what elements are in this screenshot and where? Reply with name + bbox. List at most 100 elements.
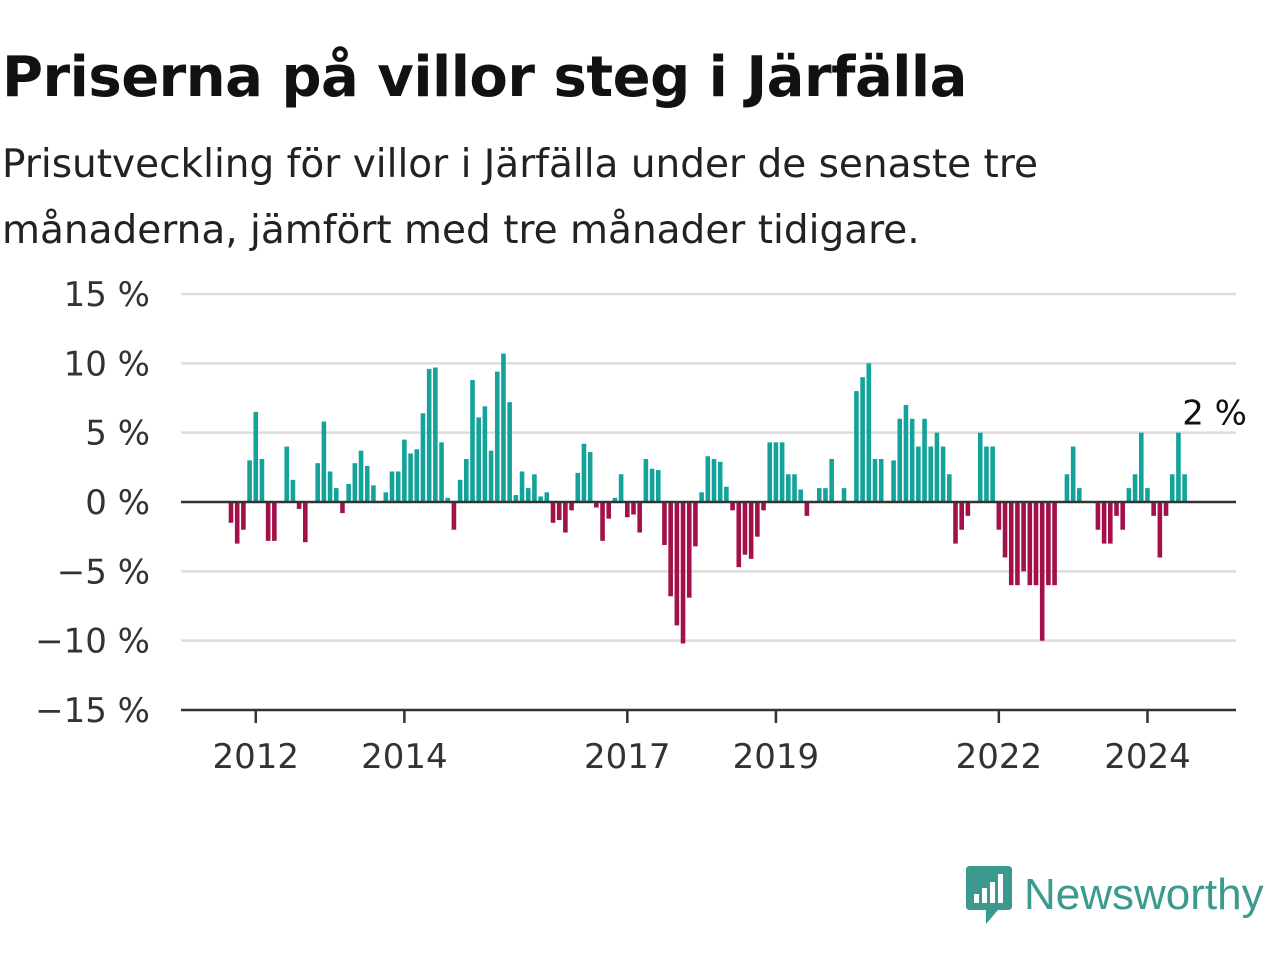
bar bbox=[1108, 502, 1113, 544]
bar bbox=[272, 502, 277, 541]
bar-chart: 15 % 10 % 5 % 0 % −5 % −10 % −15 % 2012 2014 2017… bbox=[35, 275, 1247, 777]
axes bbox=[181, 500, 1236, 723]
bar bbox=[327, 471, 333, 502]
bar bbox=[1039, 502, 1045, 641]
bar bbox=[290, 479, 296, 502]
bar bbox=[786, 474, 791, 502]
bar bbox=[1077, 488, 1082, 502]
bar bbox=[773, 442, 779, 502]
bar bbox=[965, 502, 971, 516]
bar bbox=[1101, 502, 1107, 544]
bar bbox=[1114, 502, 1119, 516]
bar bbox=[457, 479, 463, 502]
bar bbox=[909, 418, 915, 502]
bar bbox=[798, 489, 803, 502]
chart-title: Priserna på villor steg i Järfälla bbox=[2, 45, 967, 110]
bar bbox=[631, 502, 636, 515]
bar bbox=[315, 463, 320, 502]
bar bbox=[525, 488, 531, 502]
bar bbox=[346, 483, 351, 502]
bars bbox=[228, 353, 1187, 644]
x-tick-label: 2012 bbox=[213, 737, 300, 777]
bar bbox=[674, 502, 680, 626]
bar bbox=[1169, 474, 1175, 502]
y-tick-label: 10 % bbox=[64, 344, 150, 384]
bar bbox=[507, 402, 512, 502]
bar bbox=[1126, 488, 1132, 502]
bar bbox=[730, 502, 735, 511]
bar bbox=[563, 502, 568, 533]
bar bbox=[804, 502, 810, 516]
bar bbox=[717, 461, 723, 502]
bar bbox=[364, 465, 370, 502]
bar bbox=[761, 502, 766, 511]
bar bbox=[823, 488, 828, 502]
x-tick-label: 2017 bbox=[584, 737, 671, 777]
bar bbox=[748, 502, 754, 559]
bar bbox=[854, 391, 859, 502]
bar bbox=[940, 446, 946, 502]
bar bbox=[408, 453, 413, 502]
newsworthy-logo: Newsworthy bbox=[964, 864, 1264, 926]
bar bbox=[395, 471, 401, 502]
bar bbox=[618, 474, 624, 502]
bar bbox=[916, 446, 921, 502]
y-tick-label: 5 % bbox=[85, 414, 150, 454]
bar bbox=[841, 488, 847, 502]
bar bbox=[265, 502, 271, 541]
bar bbox=[1046, 502, 1051, 586]
bar bbox=[686, 502, 692, 598]
bar bbox=[1064, 474, 1070, 502]
x-tick-label: 2022 bbox=[956, 737, 1043, 777]
bar bbox=[1182, 474, 1187, 502]
bar bbox=[637, 502, 642, 533]
bar bbox=[612, 497, 618, 502]
bar bbox=[903, 404, 909, 502]
y-tick-label: −15 % bbox=[35, 691, 150, 731]
bar bbox=[513, 495, 519, 502]
bar bbox=[953, 502, 958, 544]
bar bbox=[587, 452, 593, 502]
bar bbox=[891, 460, 896, 502]
bar bbox=[947, 474, 952, 502]
bar bbox=[476, 417, 481, 502]
bar bbox=[1145, 488, 1150, 502]
bar bbox=[959, 502, 964, 530]
bar bbox=[668, 502, 673, 597]
bar bbox=[1132, 474, 1138, 502]
bar bbox=[234, 502, 240, 544]
bar bbox=[606, 502, 612, 519]
bar bbox=[321, 421, 327, 502]
bar bbox=[1070, 446, 1076, 502]
bar bbox=[705, 456, 711, 502]
bar bbox=[550, 502, 556, 523]
bar bbox=[482, 406, 488, 502]
bar bbox=[501, 353, 506, 502]
bar bbox=[389, 471, 395, 502]
last-value-label: 2 % bbox=[1182, 393, 1247, 433]
bar bbox=[1176, 432, 1181, 502]
bar bbox=[872, 459, 878, 502]
newsworthy-logo-icon bbox=[966, 866, 1012, 924]
bar bbox=[600, 502, 605, 541]
x-tick-label: 2014 bbox=[361, 737, 448, 777]
bar bbox=[755, 502, 760, 537]
bar bbox=[426, 368, 432, 502]
bar bbox=[699, 492, 704, 502]
bar bbox=[340, 502, 345, 514]
bar bbox=[303, 502, 308, 543]
bar bbox=[1095, 502, 1101, 530]
bar bbox=[420, 413, 426, 502]
bar bbox=[990, 446, 995, 502]
bar bbox=[1052, 502, 1057, 586]
bar bbox=[977, 432, 983, 502]
bar bbox=[544, 492, 550, 502]
bar bbox=[247, 460, 252, 502]
bar bbox=[519, 471, 525, 502]
y-tick-label: −5 % bbox=[57, 552, 150, 592]
bar bbox=[625, 502, 630, 518]
bar bbox=[984, 446, 989, 502]
bar bbox=[928, 446, 934, 502]
bar bbox=[414, 449, 420, 502]
bar bbox=[860, 377, 865, 502]
